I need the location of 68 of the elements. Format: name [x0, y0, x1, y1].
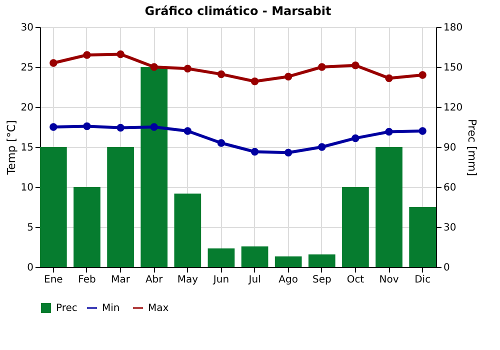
- point: [352, 134, 360, 142]
- x-tick-label: Feb: [78, 274, 96, 286]
- bar: [308, 254, 336, 267]
- point: [184, 64, 192, 72]
- x-tick-label: Oct: [346, 274, 364, 286]
- x-tick-label: Nov: [379, 274, 399, 286]
- point: [284, 148, 292, 156]
- legend-label: Prec: [56, 303, 78, 314]
- x-tick-label: Abr: [145, 274, 164, 286]
- point: [318, 143, 326, 151]
- point: [250, 78, 259, 86]
- bar: [376, 147, 402, 267]
- point: [217, 139, 226, 147]
- y-tick-label: 15: [20, 142, 34, 154]
- y2-tick-label: 180: [444, 22, 463, 34]
- x-tick-label: Jun: [212, 274, 230, 286]
- point: [418, 127, 426, 135]
- point: [50, 59, 58, 67]
- point: [385, 128, 393, 136]
- x-tick-label: Mar: [111, 274, 131, 286]
- y2-tick-label: 0: [444, 262, 450, 274]
- bar: [409, 207, 436, 267]
- point: [284, 72, 292, 80]
- x-tick-label: May: [177, 274, 198, 286]
- y2-tick-label: 60: [444, 182, 456, 194]
- y2-tick-label: 90: [444, 142, 456, 154]
- point: [352, 62, 360, 70]
- point: [83, 122, 91, 130]
- point: [150, 63, 158, 71]
- y2-axis-title: Prec [mm]: [466, 118, 479, 176]
- point: [385, 74, 393, 82]
- point: [418, 71, 426, 79]
- y-axis-title: Temp [°C]: [4, 120, 18, 176]
- legend-label: Max: [148, 303, 169, 314]
- legend-label: Min: [102, 303, 120, 314]
- bar: [208, 248, 235, 267]
- point: [116, 124, 124, 132]
- x-tick-label: Ago: [278, 274, 298, 286]
- x-tick-label: Dic: [414, 274, 431, 286]
- y2-tick-label: 30: [444, 222, 456, 234]
- point: [184, 127, 192, 135]
- y2-tick-label: 120: [444, 102, 463, 114]
- y2-tick-label: 150: [444, 62, 463, 74]
- point: [250, 148, 259, 156]
- bar: [174, 194, 202, 267]
- point: [217, 70, 226, 78]
- x-tick-label: Jul: [248, 274, 261, 286]
- bar: [342, 187, 369, 267]
- bar: [140, 67, 168, 267]
- bar: [74, 187, 100, 267]
- bar: [241, 246, 268, 267]
- y-tick-label: 5: [27, 222, 34, 234]
- point: [83, 51, 91, 59]
- bar: [40, 147, 67, 267]
- x-tick-label: Sep: [312, 274, 332, 286]
- y-tick-label: 30: [20, 22, 34, 34]
- point: [318, 63, 326, 71]
- bar: [274, 256, 302, 267]
- y-tick-label: 20: [20, 102, 34, 114]
- x-tick-label: Ene: [44, 274, 63, 286]
- y-tick-label: 25: [20, 62, 34, 74]
- bar: [107, 147, 134, 267]
- chart-title: Gráfico climático - Marsabit: [144, 4, 332, 18]
- point: [50, 123, 58, 131]
- y-tick-label: 0: [27, 262, 34, 274]
- point: [116, 50, 124, 58]
- y-tick-label: 10: [20, 182, 34, 194]
- point: [150, 123, 158, 131]
